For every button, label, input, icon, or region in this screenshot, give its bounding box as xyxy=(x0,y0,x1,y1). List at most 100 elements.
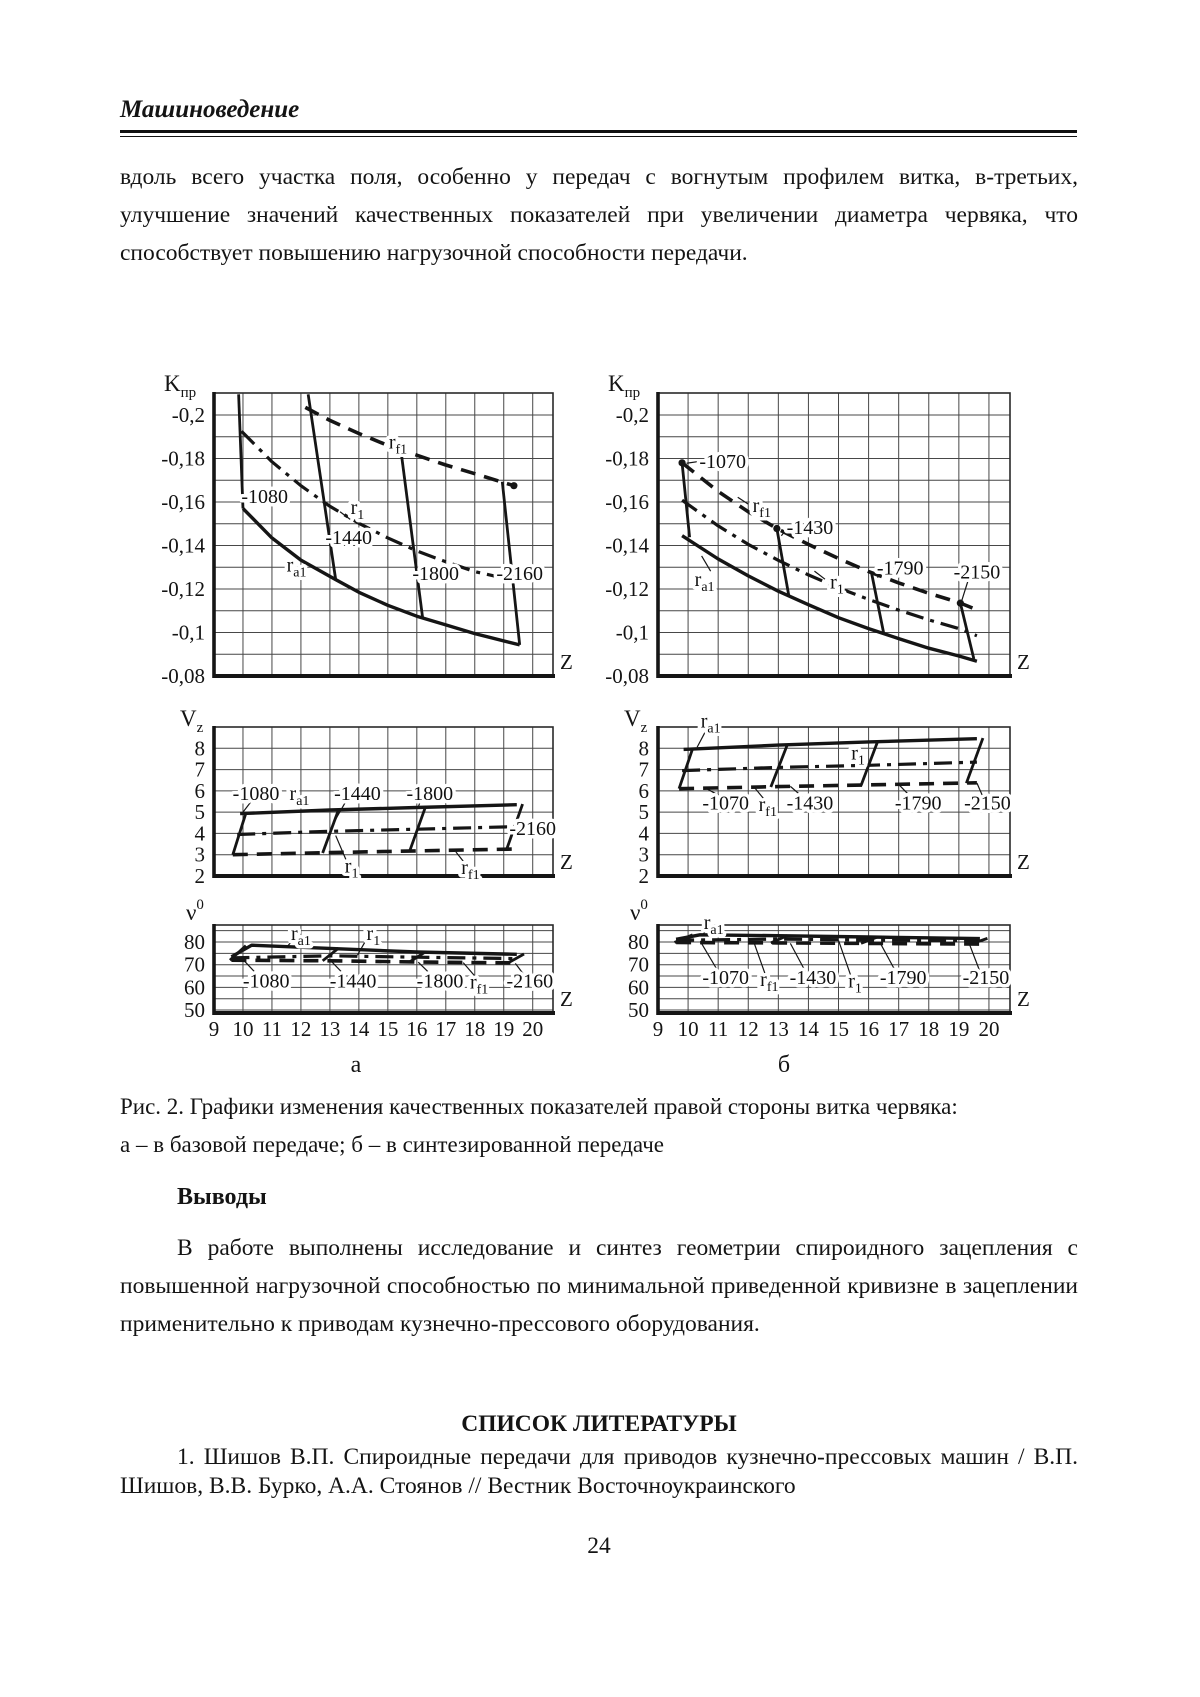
connector xyxy=(958,602,976,660)
figure-2: -1080 rf1 r1 -1440 ra1 -1800 -2160 -0,2 -0,18 -0,… xyxy=(0,330,1200,1090)
annotation: -2150 xyxy=(964,793,1011,815)
grid-kpr-synth xyxy=(658,393,1010,676)
annotation: ra1 xyxy=(695,569,715,595)
connector xyxy=(399,450,425,618)
y-tick: 3 xyxy=(639,843,650,867)
connector xyxy=(237,394,245,509)
connector xyxy=(408,950,427,964)
y-tick: -0,18 xyxy=(605,446,649,470)
y-tick: 8 xyxy=(639,736,650,760)
y-tick: 50 xyxy=(628,998,649,1022)
annotation: rf1 xyxy=(389,432,407,458)
figure-caption: Рис. 2. Графики изменения качественных п… xyxy=(120,1088,1078,1164)
y-tick: 5 xyxy=(195,800,206,824)
y-tick: -0,1 xyxy=(616,620,649,644)
y-tick: 80 xyxy=(184,930,205,954)
x-tick: 20 xyxy=(522,1017,543,1041)
figure-caption-line1: Рис. 2. Графики изменения качественных п… xyxy=(120,1094,958,1119)
annotation: r1 xyxy=(351,497,365,523)
connector xyxy=(965,737,985,784)
annotation: ra1 xyxy=(287,554,307,580)
x-axis-label: Z xyxy=(560,850,573,874)
series-r_f1 xyxy=(232,847,517,857)
x-tick: 20 xyxy=(978,1017,999,1041)
y-tick: -0,12 xyxy=(161,577,205,601)
series-r_f1 xyxy=(679,781,977,791)
x-tick: 12 xyxy=(290,1017,311,1041)
annotation: -1790 xyxy=(895,793,942,815)
annotation: ra1 xyxy=(704,912,724,938)
annotation: -1430 xyxy=(787,517,834,539)
chart-kpr-synth: -1070 rf1 -1430 ra1 r1 -1790 -2150 -0,2 -0,18 -0,… xyxy=(605,371,1030,688)
y-tick: 6 xyxy=(639,779,650,803)
subfigure-label-a: а xyxy=(350,1052,362,1078)
x-tick: 14 xyxy=(348,1017,370,1041)
x-axis-label: Z xyxy=(1017,987,1030,1011)
annotation: -1440 xyxy=(330,971,377,993)
series-r_f1 xyxy=(680,461,975,611)
conclusions-paragraph: В работе выполнены исследование и синтез… xyxy=(120,1235,1078,1337)
x-tick: 17 xyxy=(435,1017,456,1041)
annotation: rf1 xyxy=(753,495,771,521)
series-r_a1 xyxy=(230,943,517,959)
annotation: -1070 xyxy=(702,967,749,989)
connector xyxy=(769,744,789,788)
y-tick: -0,14 xyxy=(161,533,205,557)
x-tick: 16 xyxy=(858,1017,879,1041)
series-r_f1 xyxy=(304,405,515,488)
grid-vz-synth xyxy=(658,727,1010,876)
y-tick: 6 xyxy=(195,779,206,803)
connector xyxy=(870,573,886,634)
running-head: Машиноведение xyxy=(120,96,300,123)
grid-nu-synth xyxy=(658,925,1010,1013)
connector xyxy=(505,803,524,850)
y-tick: -0,14 xyxy=(605,533,649,557)
connector xyxy=(775,528,791,597)
annotation: rf1 xyxy=(760,969,778,995)
y-axis-label: Vz xyxy=(180,706,204,736)
x-tick: 9 xyxy=(653,1017,664,1041)
y-tick: -0,1 xyxy=(172,620,205,644)
x-tick: 19 xyxy=(493,1017,514,1041)
y-axis-label: ν0 xyxy=(186,897,204,925)
x-axis-label: Z xyxy=(560,987,573,1011)
y-tick: -0,2 xyxy=(172,403,205,427)
x-tick: 15 xyxy=(377,1017,398,1041)
annotation: -2150 xyxy=(954,562,1001,584)
x-axis-label: Z xyxy=(560,650,573,674)
grid-nu-base xyxy=(214,925,553,1013)
x-tick: 13 xyxy=(319,1017,340,1041)
y-tick: -0,08 xyxy=(605,664,649,688)
annotation: -1800 xyxy=(407,783,454,805)
series-r_1 xyxy=(682,760,977,773)
annotation: rf1 xyxy=(759,794,777,820)
annotation: -2160 xyxy=(509,818,556,840)
x-tick: 14 xyxy=(798,1017,820,1041)
x-tick: 19 xyxy=(948,1017,969,1041)
grid-kpr-base xyxy=(214,393,553,676)
y-tick: 3 xyxy=(195,843,206,867)
y-tick: 7 xyxy=(195,758,206,782)
y-tick: 5 xyxy=(639,800,650,824)
series-r_1 xyxy=(237,825,517,837)
y-tick: 4 xyxy=(639,821,650,845)
series-r_f1 xyxy=(231,958,517,965)
series-r_a1 xyxy=(240,803,517,816)
series-r_f1 xyxy=(676,940,980,946)
annotation: -1790 xyxy=(880,967,927,989)
references-heading: СПИСОК ЛИТЕРАТУРЫ xyxy=(461,1411,737,1437)
y-tick: 8 xyxy=(195,736,206,760)
y-tick: -0,18 xyxy=(161,446,205,470)
connector xyxy=(231,812,248,856)
annotation: r1 xyxy=(830,571,844,597)
annotation: -1800 xyxy=(412,563,459,585)
annotation: -2150 xyxy=(963,967,1010,989)
annotation: -1080 xyxy=(243,971,290,993)
x-tick: 15 xyxy=(828,1017,849,1041)
connector xyxy=(507,952,525,965)
y-axis-label: Kпр xyxy=(608,371,640,401)
